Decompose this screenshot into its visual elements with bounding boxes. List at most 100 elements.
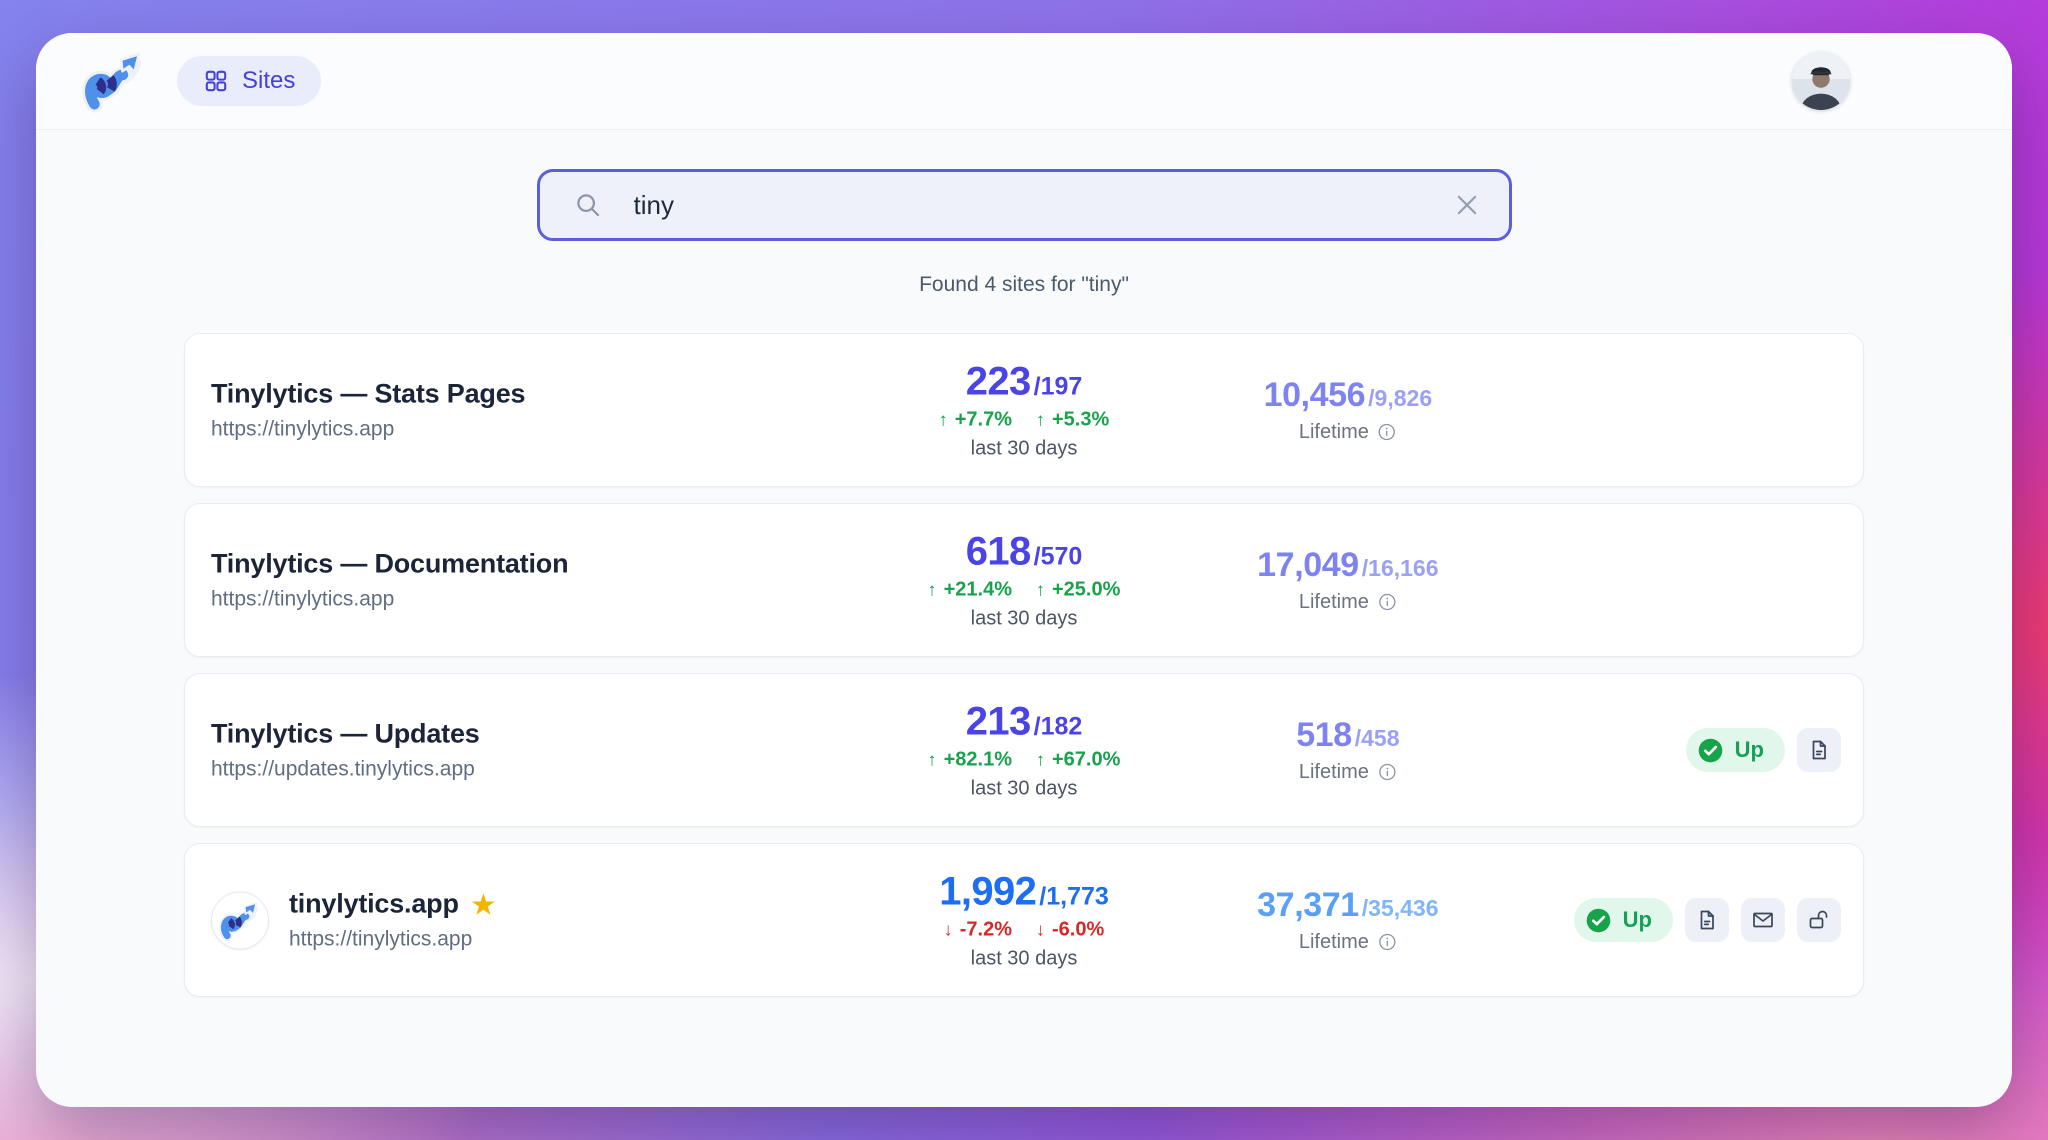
site-card[interactable]: Tinylytics — Documentation https://tinyl… — [184, 503, 1864, 657]
trend-arrow-icon: ↑ — [938, 409, 948, 430]
delta-views: ↑ +21.4% — [928, 580, 1012, 600]
delta-views: ↑ +82.1% — [928, 750, 1012, 770]
delta-visitors: ↑ +5.3% — [1036, 410, 1109, 430]
user-avatar[interactable] — [1792, 52, 1850, 110]
period-label: last 30 days — [970, 437, 1078, 460]
lifetime-views: 37,371 — [1257, 886, 1359, 924]
trend-arrow-icon: ↑ — [1036, 409, 1045, 430]
delta-views: ↑ +7.7% — [939, 410, 1012, 430]
lifetime-label-row: Lifetime — [1296, 762, 1399, 782]
delta-visitors: ↑ +25.0% — [1036, 580, 1120, 600]
lifetime-previous-views: /35,436 — [1361, 895, 1439, 921]
delta-value: -7.2% — [959, 918, 1012, 941]
lifetime-label: Lifetime — [1298, 931, 1369, 953]
trend-arrow-icon: ↑ — [1036, 579, 1045, 600]
document-icon — [1695, 908, 1719, 932]
site-info: tinylytics.app ★ https://tinylytics.app — [211, 889, 495, 952]
trend-arrow-icon: ↑ — [927, 579, 937, 600]
lifetime-label: Lifetime — [1298, 421, 1369, 443]
period-previous-views: /182 — [1033, 712, 1083, 741]
info-icon[interactable] — [1377, 932, 1397, 952]
period-stat-line: 1,992 /1,773 — [939, 872, 1109, 912]
site-card[interactable]: Tinylytics — Updates https://updates.tin… — [184, 673, 1864, 827]
delta-visitors: ↓ -6.0% — [1036, 920, 1104, 940]
check-circle-icon — [1697, 737, 1724, 764]
lifetime-label: Lifetime — [1298, 761, 1369, 783]
document-icon — [1807, 738, 1831, 762]
lifetime-label: Lifetime — [1298, 591, 1369, 613]
site-favicon — [211, 891, 269, 949]
lifetime-stat-line: 17,049 /16,166 — [1257, 548, 1438, 582]
delta-value: +21.4% — [943, 578, 1012, 601]
lifetime-label-row: Lifetime — [1257, 592, 1438, 612]
delta-views: ↓ -7.2% — [944, 920, 1012, 940]
period-label: last 30 days — [970, 947, 1078, 970]
lifetime-stats: 17,049 /16,166 Lifetime — [1257, 548, 1438, 612]
delta-value: +67.0% — [1052, 748, 1121, 771]
site-name: Tinylytics — Stats Pages — [211, 378, 526, 409]
card-actions: Up — [1573, 898, 1841, 942]
site-info: Tinylytics — Stats Pages https://tinylyt… — [211, 378, 526, 442]
uptime-status-badge[interactable]: Up — [1685, 728, 1785, 772]
lifetime-stats: 37,371 /35,436 Lifetime — [1257, 888, 1438, 952]
lifetime-views: 17,049 — [1257, 546, 1359, 584]
tinylytics-logo-icon — [82, 49, 146, 113]
site-text: tinylytics.app ★ https://tinylytics.app — [289, 889, 495, 952]
trend-arrow-icon: ↑ — [927, 749, 937, 770]
delta-value: +5.3% — [1052, 408, 1110, 431]
site-text: Tinylytics — Documentation https://tinyl… — [211, 548, 569, 612]
lifetime-previous-views: /16,166 — [1361, 555, 1439, 581]
uptime-status-badge[interactable]: Up — [1573, 898, 1673, 942]
site-info: Tinylytics — Updates https://updates.tin… — [211, 719, 480, 782]
document-button[interactable] — [1797, 728, 1841, 772]
period-views: 223 — [965, 359, 1032, 404]
unlock-icon — [1807, 908, 1831, 932]
delta-value: -6.0% — [1052, 918, 1105, 941]
lifetime-stat-line: 518 /458 — [1296, 718, 1399, 752]
info-icon[interactable] — [1377, 422, 1397, 442]
period-previous-views: /570 — [1033, 542, 1083, 571]
site-text: Tinylytics — Stats Pages https://tinylyt… — [211, 378, 526, 442]
period-previous-views: /197 — [1033, 372, 1083, 401]
lifetime-stat-line: 10,456 /9,826 — [1264, 378, 1433, 412]
period-deltas: ↑ +21.4% ↑ +25.0% — [928, 580, 1121, 600]
info-icon[interactable] — [1377, 762, 1397, 782]
unlock-button[interactable] — [1797, 898, 1841, 942]
sites-nav-button[interactable]: Sites — [177, 56, 322, 106]
lifetime-views: 10,456 — [1263, 376, 1366, 414]
period-stat-line: 223 /197 — [939, 362, 1110, 402]
trend-arrow-icon: ↑ — [1036, 749, 1045, 770]
mail-button[interactable] — [1741, 898, 1785, 942]
site-name: tinylytics.app — [289, 888, 459, 919]
period-stat-line: 213 /182 — [928, 702, 1121, 742]
period-views: 213 — [965, 699, 1032, 744]
period-stats: 1,992 /1,773 ↓ -7.2% ↓ -6.0% last 30 day… — [939, 872, 1109, 969]
site-url: https://updates.tinylytics.app — [211, 757, 475, 781]
site-info: Tinylytics — Documentation https://tinyl… — [211, 548, 569, 612]
delta-value: +25.0% — [1052, 578, 1121, 601]
site-name: Tinylytics — Documentation — [211, 548, 569, 579]
site-name: Tinylytics — Updates — [211, 718, 480, 749]
app-window: Sites Found 4 sites for "tiny" Tinylytic… — [36, 33, 2012, 1107]
period-deltas: ↓ -7.2% ↓ -6.0% — [939, 920, 1109, 940]
lifetime-label-row: Lifetime — [1257, 932, 1438, 952]
favorite-star-icon: ★ — [471, 889, 495, 919]
period-deltas: ↑ +82.1% ↑ +67.0% — [928, 750, 1121, 770]
document-button[interactable] — [1685, 898, 1729, 942]
period-stats: 213 /182 ↑ +82.1% ↑ +67.0% last 30 days — [928, 702, 1121, 799]
lifetime-stats: 518 /458 Lifetime — [1296, 718, 1399, 782]
search-icon — [573, 190, 603, 220]
lifetime-label-row: Lifetime — [1264, 422, 1433, 442]
site-card[interactable]: Tinylytics — Stats Pages https://tinylyt… — [184, 333, 1864, 487]
site-url: https://tinylytics.app — [211, 587, 395, 611]
search-input[interactable] — [536, 169, 1512, 241]
clear-search-button[interactable] — [1452, 190, 1482, 220]
site-card[interactable]: tinylytics.app ★ https://tinylytics.app … — [184, 843, 1864, 997]
site-list: Tinylytics — Stats Pages https://tinylyt… — [184, 333, 1864, 997]
period-label: last 30 days — [970, 607, 1078, 630]
period-label: last 30 days — [970, 777, 1078, 800]
period-stats: 223 /197 ↑ +7.7% ↑ +5.3% last 30 days — [939, 362, 1110, 459]
info-icon[interactable] — [1377, 592, 1397, 612]
delta-value: +82.1% — [943, 748, 1012, 771]
period-views: 618 — [965, 529, 1032, 574]
